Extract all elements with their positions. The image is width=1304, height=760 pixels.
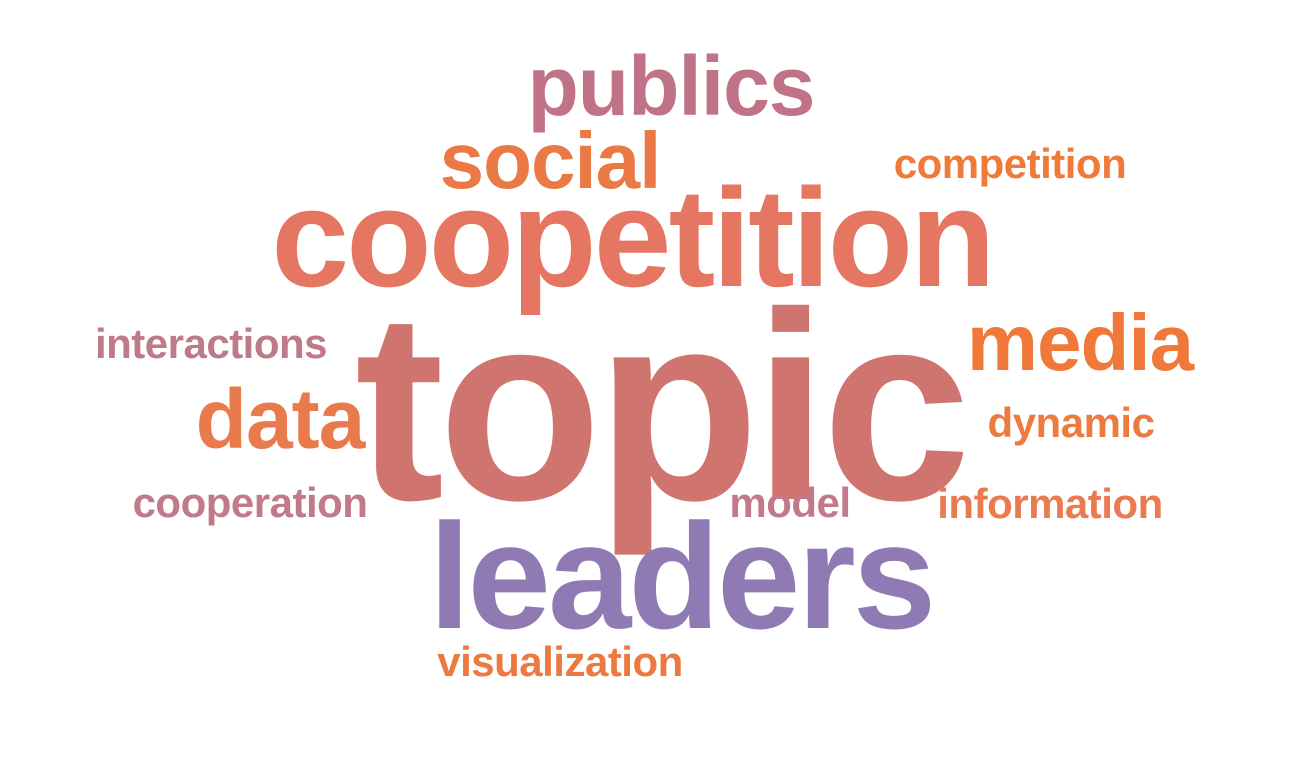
word-competition: competition <box>893 140 1127 187</box>
word-data: data <box>195 372 366 466</box>
word-model: model <box>729 479 851 526</box>
word-leaders: leaders <box>428 492 936 660</box>
word-interactions: interactions <box>94 320 328 367</box>
word-topic: topic <box>354 256 971 556</box>
word-visualization: visualization <box>437 638 683 685</box>
word-dynamic: dynamic <box>987 399 1155 446</box>
word-coopetition: coopetition <box>271 159 995 316</box>
word-publics: publics <box>527 39 815 133</box>
word-information: information <box>937 480 1163 527</box>
word-cooperation: cooperation <box>132 479 368 526</box>
word-media: media <box>966 298 1194 387</box>
word-social: social <box>439 116 662 205</box>
